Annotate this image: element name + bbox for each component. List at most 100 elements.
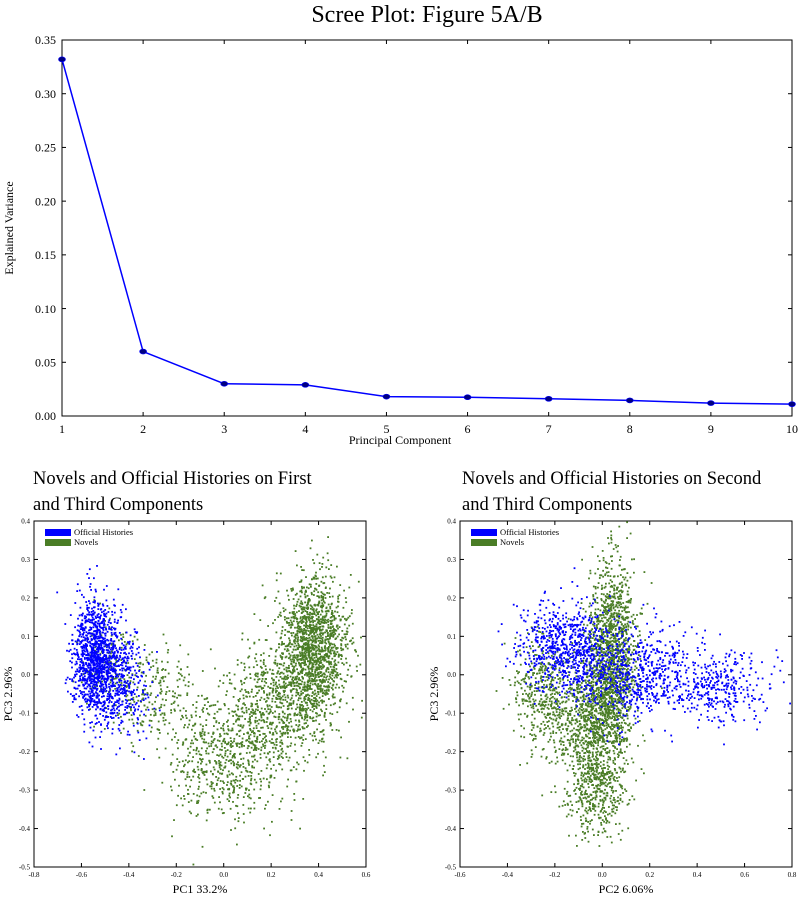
scatter-point xyxy=(619,750,622,752)
scatter-point xyxy=(107,644,109,646)
scatter-point xyxy=(312,621,314,624)
scatter-point xyxy=(157,720,160,723)
scatter-point xyxy=(249,771,251,773)
scatter-point xyxy=(91,614,93,617)
scatter-point xyxy=(312,624,315,626)
scatter-point xyxy=(288,656,291,659)
scatter-point xyxy=(274,687,277,690)
scatter-point xyxy=(331,668,333,671)
scatter-point xyxy=(286,745,289,748)
scatter-point xyxy=(320,595,323,597)
scatter-point xyxy=(235,763,238,766)
scatter-point xyxy=(76,651,79,654)
scatter-point xyxy=(104,683,107,685)
scatter-point xyxy=(314,663,317,666)
scatter-point xyxy=(317,652,320,655)
scatter-point xyxy=(94,683,97,686)
scatter-point xyxy=(280,755,283,758)
scatter-point xyxy=(322,598,324,601)
scatter-point xyxy=(88,709,90,711)
scatter-point xyxy=(84,619,87,622)
scatter-point xyxy=(162,680,165,683)
scatter-point xyxy=(107,666,109,669)
scatter-point xyxy=(234,781,237,784)
scatter-point xyxy=(129,702,132,705)
scatter-point xyxy=(334,662,337,665)
scatter-point xyxy=(266,696,269,699)
scatter-point xyxy=(247,745,250,747)
scatter-point xyxy=(304,638,307,640)
scatter-point xyxy=(627,620,630,623)
scatter-point xyxy=(296,684,299,687)
scatter-point xyxy=(300,579,303,582)
scatter-point xyxy=(96,684,98,687)
scatter-point xyxy=(344,633,347,636)
scatter-point xyxy=(303,606,306,609)
scatter-point xyxy=(106,669,109,672)
scatter-point xyxy=(335,675,337,677)
scatter-point xyxy=(307,613,309,616)
scatter-point xyxy=(96,695,99,698)
scatter-point xyxy=(123,681,126,684)
scatter-point xyxy=(253,613,256,615)
scatter-point xyxy=(228,800,230,802)
scatter-point xyxy=(294,613,296,615)
scatter-point xyxy=(307,685,310,687)
scatter-point xyxy=(337,597,340,600)
scatter-point xyxy=(188,719,191,722)
scatter-point xyxy=(256,681,259,684)
scatter-point xyxy=(228,712,231,715)
series-line xyxy=(61,59,793,405)
scatter-point xyxy=(303,624,305,627)
scatter-point xyxy=(300,566,302,568)
scatter-point xyxy=(313,732,316,735)
scatter-point xyxy=(278,808,281,810)
scatter-point xyxy=(193,735,196,738)
scatter-point xyxy=(245,695,248,698)
scatter-point xyxy=(132,696,135,699)
scatter-point xyxy=(332,688,334,691)
scatter-point xyxy=(142,663,144,666)
scatter-point xyxy=(83,649,85,652)
scatter-point xyxy=(287,759,290,762)
scatter-point xyxy=(201,670,204,672)
scatter-point xyxy=(140,710,143,713)
data-point xyxy=(707,400,715,406)
scatter-point xyxy=(131,718,134,721)
scatter-point xyxy=(104,609,107,611)
scatter-point xyxy=(270,723,273,726)
scatter-point xyxy=(346,674,349,676)
scatter-point xyxy=(149,694,152,696)
scatter-point xyxy=(279,671,282,674)
scatter-point xyxy=(293,712,296,715)
scatter-point xyxy=(299,664,302,666)
x-tick-label: -0.2 xyxy=(171,871,183,879)
scatter-point xyxy=(184,778,187,781)
scatter-point xyxy=(221,755,223,758)
scatter-point xyxy=(234,710,237,713)
scatter-point xyxy=(88,679,91,682)
scatter-point xyxy=(84,650,86,653)
scatter-point xyxy=(87,671,90,673)
scatter-point xyxy=(286,727,289,730)
scatter-point xyxy=(610,600,613,602)
scatter-point xyxy=(88,690,90,693)
scatter-point xyxy=(315,575,317,578)
scatter-point xyxy=(609,590,611,593)
scatter-point xyxy=(101,622,104,624)
scatter-point xyxy=(246,747,249,750)
scatter-point xyxy=(113,677,116,680)
scatter-point xyxy=(111,696,114,698)
scatter-point xyxy=(317,693,320,695)
scatter-point xyxy=(110,634,113,637)
scatter-point xyxy=(187,788,189,791)
scatter-point xyxy=(146,661,149,664)
scatter-point xyxy=(596,642,598,645)
scatter-point xyxy=(99,602,101,605)
scatter-point xyxy=(109,652,112,655)
scatter-point xyxy=(229,678,231,681)
scatter-point xyxy=(279,741,282,744)
scatter-point xyxy=(75,660,78,663)
scatter-point xyxy=(132,745,135,748)
